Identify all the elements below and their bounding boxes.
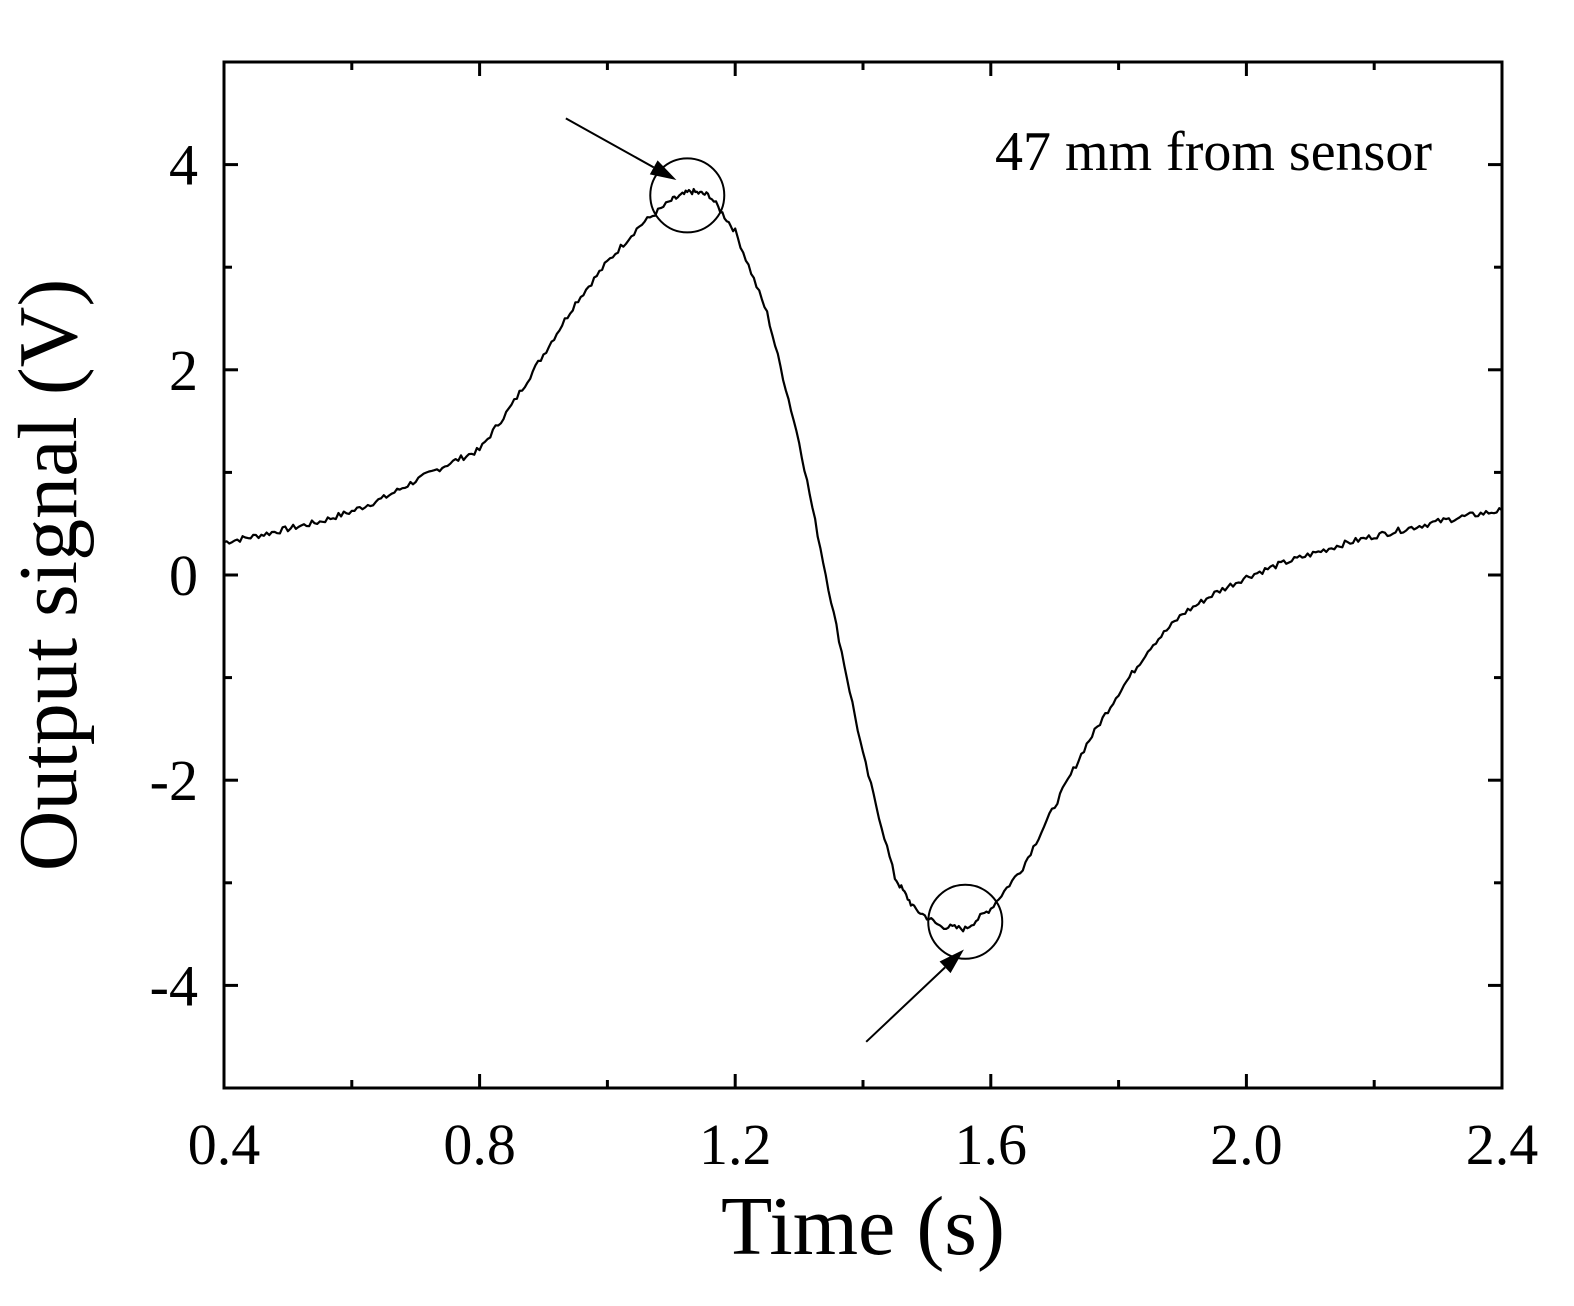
y-tick-label: 2 <box>169 338 198 403</box>
plot-frame <box>222 60 1504 1090</box>
x-tick-label: 1.2 <box>699 1112 772 1177</box>
annotation-arrow-line <box>865 966 946 1043</box>
tick-labels: 0.4 0.8 1.2 1.6 2.0 2.4 -4 -2 0 2 4 <box>150 133 1539 1177</box>
peak-circle-marker <box>649 157 726 234</box>
x-axis-title: Time (s) <box>721 1180 1005 1273</box>
x-tick-label: 1.6 <box>955 1112 1028 1177</box>
x-tick-label: 2.0 <box>1210 1112 1283 1177</box>
x-tick-label: 2.4 <box>1466 1112 1539 1177</box>
annotation-markers <box>565 117 1004 1043</box>
y-tick-label: 4 <box>169 133 198 198</box>
x-tick-label: 0.4 <box>188 1112 261 1177</box>
annotation-arrow-line <box>565 117 655 169</box>
y-tick-label: 0 <box>169 543 198 608</box>
y-tick-label: -4 <box>150 953 198 1018</box>
annotation-arrow-head <box>939 949 964 974</box>
trough-circle-marker <box>927 883 1004 960</box>
y-tick-label: -2 <box>150 748 198 813</box>
annotation-label: 47 mm from sensor <box>995 121 1432 183</box>
x-tick-label: 0.8 <box>443 1112 516 1177</box>
ticks <box>222 62 1504 1088</box>
signal-series-line <box>223 187 1503 933</box>
y-axis-title: Output signal (V) <box>2 279 95 872</box>
annotation-arrow-head <box>649 160 677 180</box>
